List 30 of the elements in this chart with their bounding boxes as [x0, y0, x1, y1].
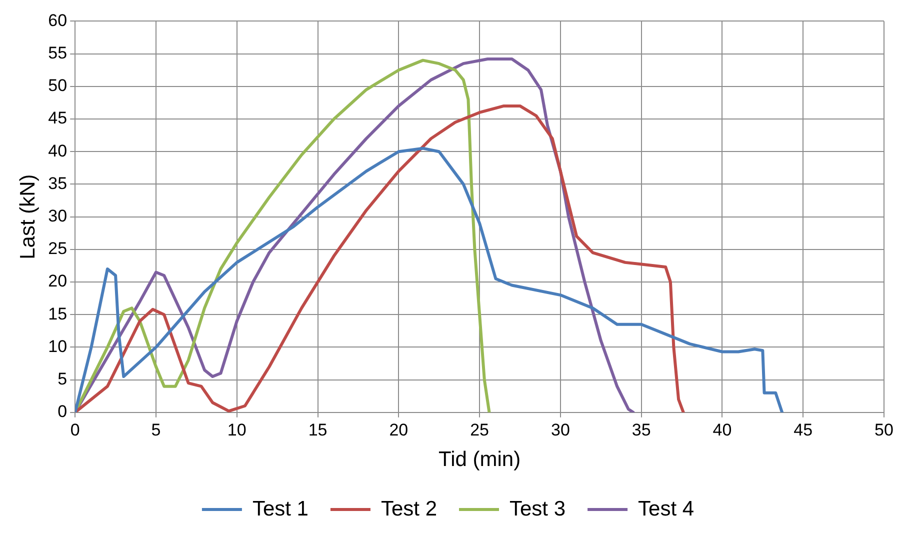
legend-label: Test 1: [252, 497, 308, 520]
x-tick-label: 15: [308, 420, 328, 440]
x-tick-label: 25: [470, 420, 490, 440]
y-tick-label: 15: [48, 304, 68, 324]
y-tick-label: 0: [58, 402, 68, 422]
y-tick-label: 35: [48, 174, 68, 193]
y-tick-label: 10: [48, 336, 68, 356]
legend-label: Test 2: [380, 497, 438, 520]
y-tick-label: 5: [58, 369, 68, 388]
y-tick-label: 60: [48, 10, 68, 30]
legend-label: Test 4: [638, 497, 694, 520]
x-tick-label: 40: [712, 420, 732, 440]
y-tick-label: 50: [48, 76, 68, 96]
x-tick-label: 20: [389, 420, 408, 440]
x-tick-label: 45: [794, 420, 813, 440]
x-tick-label: 50: [874, 420, 894, 440]
y-tick-label: 30: [48, 206, 68, 226]
x-tick-label: 5: [151, 420, 161, 440]
y-tick-label: 45: [48, 108, 68, 128]
x-tick-label: 0: [70, 420, 80, 440]
x-tick-label: 35: [632, 420, 651, 440]
y-axis-title: Last (kN): [16, 174, 40, 260]
x-axis-title: Tid (min): [438, 448, 521, 472]
legend-label: Test 3: [510, 497, 566, 520]
y-tick-label: 25: [48, 239, 68, 258]
y-tick-label: 55: [48, 43, 68, 62]
x-tick-label: 30: [550, 420, 570, 440]
y-tick-label: 20: [48, 272, 68, 291]
x-tick-label: 10: [227, 420, 246, 440]
y-tick-label: 40: [48, 141, 68, 160]
